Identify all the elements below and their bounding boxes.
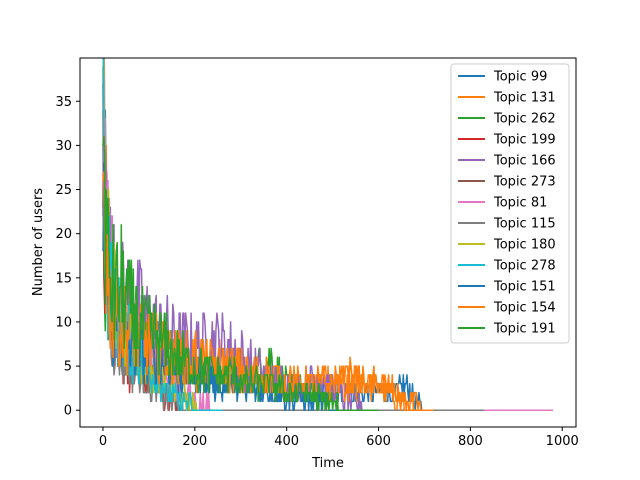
x-tick-label: 400 xyxy=(274,434,299,449)
legend-entry: Topic 154 xyxy=(458,301,556,316)
y-tick-label: 10 xyxy=(55,315,72,330)
legend-entry: Topic 81 xyxy=(458,196,547,211)
legend-label: Topic 99 xyxy=(493,70,547,85)
legend-entry: Topic 199 xyxy=(458,133,556,148)
legend-label: Topic 262 xyxy=(493,112,556,127)
legend: Topic 99 Topic 131 Topic 262 Topic 199 Topic… xyxy=(450,63,570,344)
legend-entry: Topic 115 xyxy=(458,217,556,232)
y-tick-label: 20 xyxy=(55,227,72,242)
legend-entry: Topic 180 xyxy=(458,238,556,253)
y-axis: 0 5 10 15 20 25 30 35 xyxy=(55,95,80,419)
legend-entry: Topic 131 xyxy=(458,91,556,106)
x-tick-label: 600 xyxy=(366,434,391,449)
series-line-topic-191 xyxy=(102,135,379,411)
y-tick-label: 0 xyxy=(64,404,72,419)
legend-entry: Topic 151 xyxy=(458,280,556,295)
legend-label: Topic 81 xyxy=(493,196,547,211)
series-line-topic-154 xyxy=(102,171,434,411)
legend-entry: Topic 166 xyxy=(458,154,556,169)
legend-entry: Topic 191 xyxy=(458,322,556,337)
legend-label: Topic 131 xyxy=(493,91,556,106)
legend-label: Topic 180 xyxy=(493,238,556,253)
x-tick-label: 200 xyxy=(182,434,207,449)
x-tick-label: 0 xyxy=(99,434,107,449)
legend-entry: Topic 99 xyxy=(458,70,547,85)
y-tick-label: 30 xyxy=(55,139,72,154)
y-axis-label: Number of users xyxy=(31,188,46,296)
y-tick-label: 25 xyxy=(55,183,72,198)
y-tick-label: 5 xyxy=(64,360,72,375)
x-tick-label: 1000 xyxy=(546,434,579,449)
plot-area xyxy=(102,58,553,411)
y-tick-label: 15 xyxy=(55,271,72,286)
legend-label: Topic 154 xyxy=(493,301,556,316)
legend-entry: Topic 273 xyxy=(458,175,556,190)
legend-entry: Topic 278 xyxy=(458,259,556,274)
x-axis: 0 200 400 600 800 1000 xyxy=(99,427,579,449)
legend-entry: Topic 262 xyxy=(458,112,556,127)
legend-label: Topic 151 xyxy=(493,280,556,295)
legend-label: Topic 278 xyxy=(493,259,556,274)
legend-label: Topic 199 xyxy=(493,133,556,148)
legend-label: Topic 273 xyxy=(493,175,556,190)
x-axis-label: Time xyxy=(311,456,344,471)
plot-frame xyxy=(79,57,577,428)
legend-label: Topic 166 xyxy=(493,154,556,169)
y-tick-label: 35 xyxy=(55,95,72,110)
legend-box xyxy=(450,63,570,344)
legend-label: Topic 191 xyxy=(493,322,556,337)
x-tick-label: 800 xyxy=(458,434,483,449)
legend-label: Topic 115 xyxy=(493,217,556,232)
